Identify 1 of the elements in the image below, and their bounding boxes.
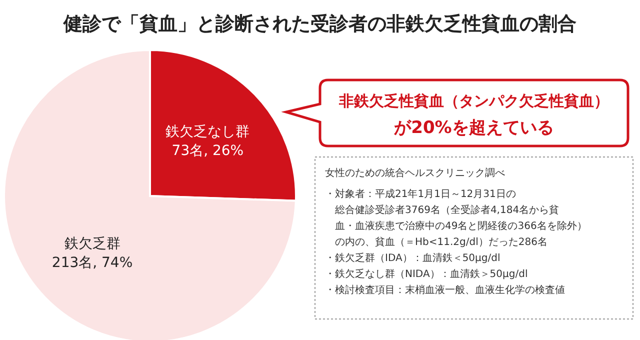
title: 健診で「貧血」と診断された受診者の非鉄欠乏性貧血の割合 xyxy=(64,13,576,35)
